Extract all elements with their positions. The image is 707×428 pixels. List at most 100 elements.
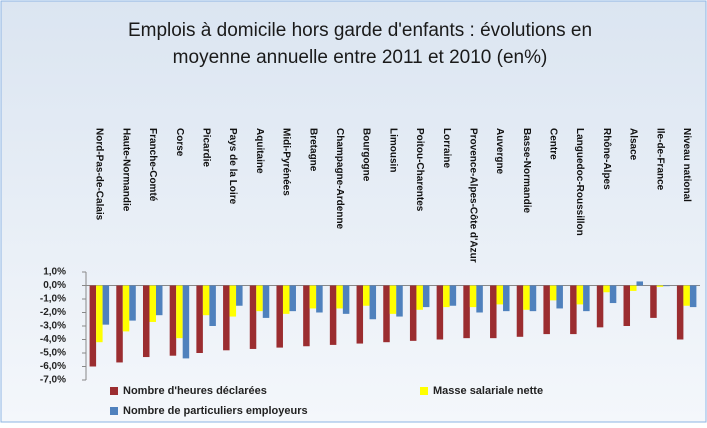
bar bbox=[96, 285, 103, 343]
x-tick-label: Provence-Alpes-Côte d'Azur bbox=[467, 128, 478, 263]
bar bbox=[422, 285, 430, 308]
legend-label: Nombre de particuliers employeurs bbox=[123, 405, 308, 417]
x-tick-label: Champagne-Ardenne bbox=[334, 128, 345, 230]
bar bbox=[543, 285, 550, 335]
x-tick-label: Limousin bbox=[387, 128, 398, 172]
bar bbox=[336, 285, 343, 309]
chart-title: Emplois à domicile hors garde d'enfants … bbox=[128, 20, 592, 41]
x-tick-label: Alsace bbox=[628, 128, 639, 161]
y-tick-label: -6,0% bbox=[40, 361, 66, 372]
y-tick-label: -4,0% bbox=[40, 334, 66, 345]
bar bbox=[282, 285, 290, 314]
bar bbox=[683, 285, 690, 306]
bar bbox=[289, 285, 296, 312]
bar bbox=[549, 285, 557, 301]
bar bbox=[122, 285, 130, 332]
x-tick-label: Poitou-Charentes bbox=[414, 128, 425, 212]
legend-label: Masse salariale nette bbox=[433, 385, 543, 397]
legend-swatch bbox=[110, 387, 118, 395]
x-tick-label: Basse-Normandie bbox=[521, 128, 532, 213]
bar bbox=[650, 285, 657, 318]
bar bbox=[490, 285, 497, 339]
bar bbox=[129, 285, 136, 321]
bar bbox=[316, 285, 323, 313]
bar bbox=[676, 285, 684, 340]
bar bbox=[249, 285, 257, 349]
bar bbox=[636, 281, 644, 286]
bar bbox=[416, 285, 423, 310]
bar bbox=[142, 285, 150, 358]
bar bbox=[389, 285, 397, 314]
y-tick-label: 0,0% bbox=[43, 280, 66, 291]
bar bbox=[262, 285, 270, 318]
bar bbox=[155, 285, 163, 316]
bar bbox=[436, 285, 444, 340]
bar bbox=[570, 285, 577, 335]
x-tick-label: Franche-Comté bbox=[147, 128, 158, 202]
bar bbox=[576, 285, 584, 305]
x-tick-label: Pays de la Loire bbox=[227, 128, 238, 205]
legend-label: Nombre d'heures déclarées bbox=[123, 385, 267, 397]
bar bbox=[529, 285, 537, 312]
bar bbox=[276, 285, 283, 348]
bar bbox=[202, 285, 210, 316]
x-tick-label: Languedoc-Roussillon bbox=[574, 128, 585, 236]
bar bbox=[329, 285, 337, 345]
bar bbox=[182, 285, 190, 359]
bar bbox=[449, 285, 457, 306]
x-tick-label: Picardie bbox=[200, 128, 211, 167]
bar bbox=[169, 285, 177, 356]
bar bbox=[689, 285, 697, 308]
bar bbox=[663, 285, 670, 287]
bar bbox=[196, 285, 203, 353]
y-tick-label: -2,0% bbox=[40, 307, 66, 318]
bar bbox=[383, 285, 390, 343]
bar bbox=[356, 285, 364, 344]
x-tick-label: Bourgogne bbox=[361, 128, 372, 182]
y-tick-label: -7,0% bbox=[40, 375, 66, 386]
bar bbox=[469, 285, 477, 308]
bar bbox=[630, 285, 637, 291]
bar bbox=[523, 285, 530, 310]
bar bbox=[303, 285, 310, 347]
bar bbox=[223, 285, 230, 351]
bar bbox=[209, 285, 216, 326]
x-tick-label: Ile-de-France bbox=[654, 128, 665, 191]
bar bbox=[342, 285, 350, 314]
bar bbox=[102, 285, 110, 325]
y-tick-label: 1,0% bbox=[43, 267, 66, 278]
x-tick-label: Midi-Pyrénées bbox=[281, 128, 292, 196]
bar bbox=[623, 285, 631, 326]
bar bbox=[516, 285, 524, 337]
x-tick-label: Centre bbox=[548, 128, 559, 160]
bar bbox=[496, 285, 504, 305]
y-tick-label: -5,0% bbox=[40, 348, 66, 359]
bar bbox=[256, 285, 263, 312]
bar bbox=[116, 285, 123, 363]
legend-swatch bbox=[420, 387, 428, 395]
bar bbox=[369, 285, 377, 320]
bar bbox=[656, 285, 664, 287]
x-tick-label: Haute-Normandie bbox=[120, 128, 131, 212]
bar bbox=[596, 285, 604, 328]
bar bbox=[229, 285, 237, 317]
bar bbox=[583, 285, 590, 312]
bar bbox=[409, 285, 417, 341]
x-tick-label: Corse bbox=[174, 128, 185, 157]
x-tick-label: Aquitaine bbox=[254, 128, 265, 174]
x-tick-label: Lorraine bbox=[441, 128, 452, 168]
x-tick-label: Auvergne bbox=[494, 128, 505, 175]
bar bbox=[236, 285, 243, 306]
y-tick-label: -3,0% bbox=[40, 321, 66, 332]
x-tick-label: Rhône-Alpes bbox=[601, 128, 612, 190]
chart-title: moyenne annuelle entre 2011 et 2010 (en%… bbox=[173, 47, 548, 68]
bar bbox=[176, 285, 183, 339]
bar bbox=[603, 285, 610, 293]
bar bbox=[556, 285, 563, 309]
bar bbox=[363, 285, 370, 306]
bar bbox=[443, 285, 450, 308]
bar bbox=[609, 285, 617, 304]
legend-swatch bbox=[110, 407, 118, 415]
bar bbox=[476, 285, 483, 313]
